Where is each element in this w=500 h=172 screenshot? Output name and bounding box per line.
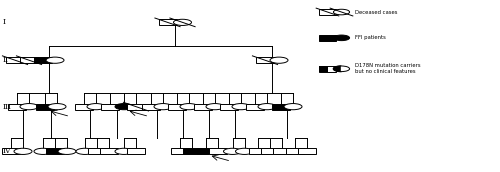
Text: I: I — [2, 18, 6, 26]
Bar — [100, 148, 118, 154]
Circle shape — [14, 148, 32, 154]
Bar — [261, 148, 279, 154]
Circle shape — [236, 148, 254, 154]
Bar — [256, 57, 274, 63]
Bar — [75, 104, 93, 110]
Circle shape — [270, 57, 288, 63]
Bar — [127, 104, 145, 110]
Bar — [20, 57, 38, 63]
Circle shape — [284, 104, 302, 110]
Text: FFI patients: FFI patients — [355, 35, 386, 40]
Bar — [320, 66, 328, 72]
Circle shape — [20, 104, 38, 110]
Circle shape — [115, 148, 133, 154]
Bar — [209, 148, 227, 154]
Bar — [168, 104, 186, 110]
Bar — [183, 148, 201, 154]
Circle shape — [48, 104, 66, 110]
Bar — [320, 9, 336, 15]
Bar — [273, 148, 291, 154]
Bar — [158, 19, 176, 25]
Circle shape — [232, 104, 250, 110]
Bar — [194, 104, 212, 110]
Bar — [6, 57, 24, 63]
Bar — [298, 148, 316, 154]
Bar — [272, 104, 290, 110]
Text: D178N mutation carriers
but no clinical features: D178N mutation carriers but no clinical … — [355, 63, 420, 74]
Circle shape — [224, 148, 242, 154]
Text: IV: IV — [2, 147, 11, 155]
Text: II: II — [2, 56, 8, 64]
Circle shape — [334, 9, 349, 15]
Polygon shape — [334, 66, 342, 72]
Bar — [127, 148, 145, 154]
Bar — [171, 148, 189, 154]
Circle shape — [154, 104, 172, 110]
Bar — [246, 104, 264, 110]
Bar — [320, 66, 336, 72]
Bar — [2, 148, 20, 154]
Bar — [46, 148, 64, 154]
Bar — [197, 148, 215, 154]
Circle shape — [258, 104, 276, 110]
Circle shape — [87, 104, 105, 110]
Text: Deceased cases: Deceased cases — [355, 9, 398, 15]
Bar — [142, 104, 160, 110]
Circle shape — [76, 148, 94, 154]
Text: III: III — [2, 103, 12, 111]
Circle shape — [334, 35, 349, 41]
Bar — [36, 104, 54, 110]
Bar — [249, 148, 267, 154]
Circle shape — [58, 148, 76, 154]
Circle shape — [115, 104, 133, 110]
Circle shape — [206, 104, 224, 110]
Polygon shape — [342, 66, 349, 72]
Bar — [8, 104, 26, 110]
Bar — [101, 104, 119, 110]
Circle shape — [180, 104, 198, 110]
Bar — [286, 148, 304, 154]
Bar — [320, 35, 336, 41]
Bar — [220, 104, 238, 110]
Circle shape — [174, 19, 192, 25]
Bar — [34, 57, 52, 63]
Circle shape — [34, 148, 52, 154]
Bar — [88, 148, 106, 154]
Bar — [328, 66, 336, 72]
Circle shape — [46, 57, 64, 63]
